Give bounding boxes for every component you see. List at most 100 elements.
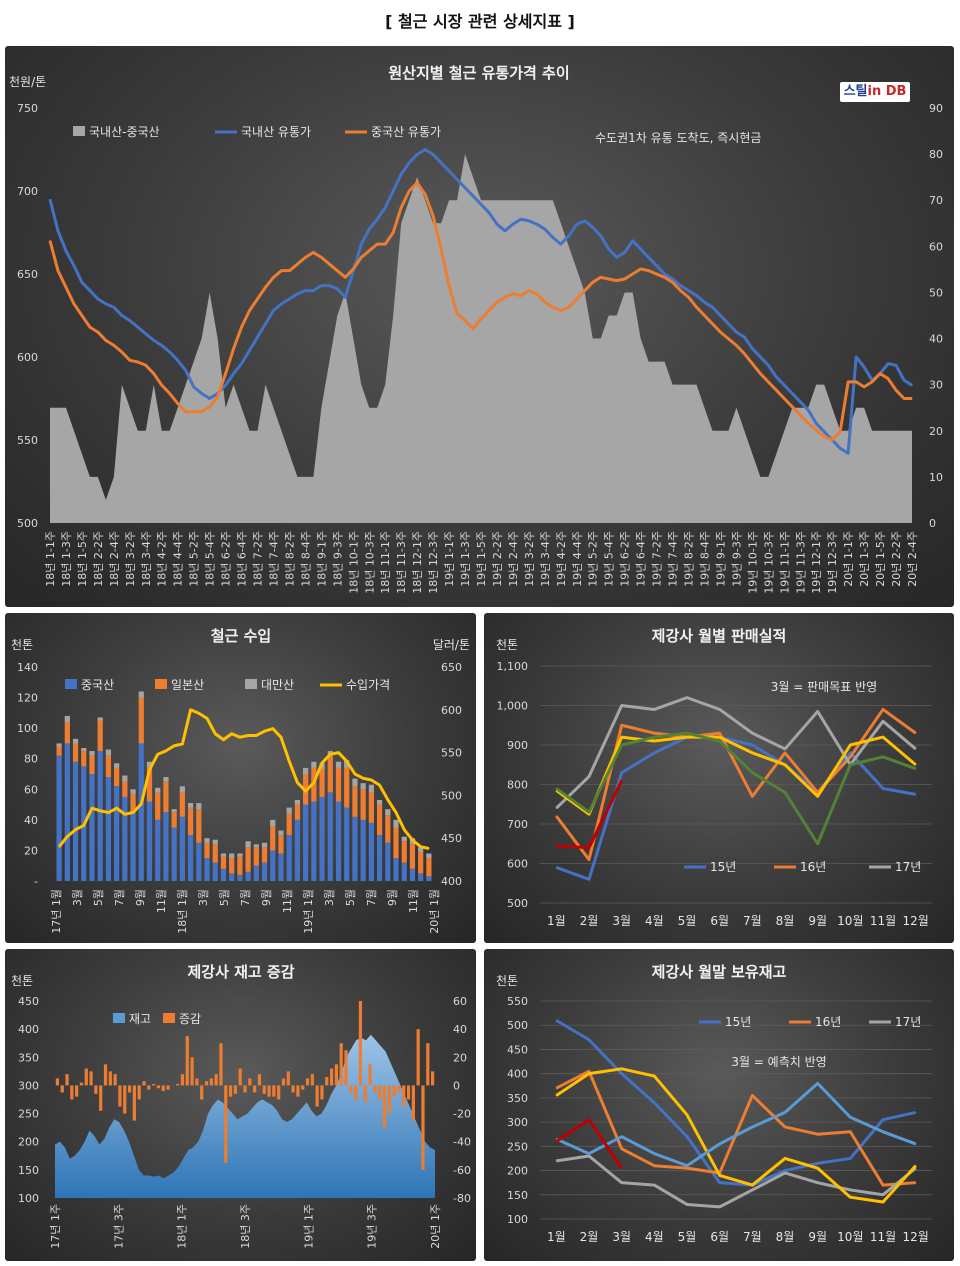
bar-중국산 bbox=[138, 743, 144, 881]
bar-일본산 bbox=[393, 827, 399, 859]
x-tick-label: 18년 4-2주 bbox=[156, 531, 169, 587]
bar-대만산 bbox=[426, 853, 432, 859]
series-line-17년-point bbox=[588, 776, 590, 778]
series-line-domestic-point bbox=[512, 223, 514, 225]
series-line-domestic-point bbox=[240, 363, 243, 365]
bar-inventory-change bbox=[79, 1082, 84, 1086]
x-tick-label: 19년 4-4주 bbox=[571, 531, 584, 587]
series-line-domestic-point bbox=[304, 290, 307, 292]
series-line-chinese-point bbox=[847, 381, 849, 383]
y-axis-tick-label: 120 bbox=[17, 692, 38, 705]
x-tick-label: 19년 1-3주 bbox=[459, 531, 472, 587]
series-line-17년-point bbox=[686, 697, 688, 699]
series-line-chinese-point bbox=[217, 396, 219, 398]
series-line-domestic-point bbox=[887, 363, 889, 365]
x-tick-label: 9월 bbox=[808, 1230, 827, 1244]
x-tick-label: 18년 6-4주 bbox=[236, 531, 249, 587]
series-line-chinese-point bbox=[624, 278, 626, 280]
series-line-17년 bbox=[556, 1154, 917, 1209]
series-line-import-price-point bbox=[214, 733, 216, 735]
rebar-import-panel: 철근 수입 천톤 달러/톤 - 20 40 60 80 100 120 140 400 450 500 55… bbox=[5, 613, 476, 943]
y-axis-tick-label: 1,000 bbox=[497, 700, 529, 713]
y2-axis-tick-label: -20 bbox=[453, 1108, 471, 1121]
series-line-chinese-point bbox=[815, 429, 817, 431]
series-line-chinese-point bbox=[544, 301, 546, 303]
series-line-series-4-point bbox=[653, 1153, 655, 1155]
bar-중국산 bbox=[303, 804, 309, 881]
bar-중국산 bbox=[187, 835, 194, 881]
series-line-chinese-point bbox=[560, 309, 562, 312]
bar-inventory-change bbox=[147, 1085, 151, 1090]
x-tick-label: 18년 7-4주 bbox=[267, 531, 280, 587]
bar-일본산 bbox=[196, 809, 202, 843]
series-line-domestic-point bbox=[264, 323, 267, 325]
series-line-series-4-point bbox=[915, 1143, 917, 1145]
series-line-chinese-point bbox=[823, 436, 825, 438]
y2-axis-label: 달러/톤 bbox=[433, 638, 470, 652]
series-line-chinese-point bbox=[791, 406, 793, 408]
x-tick-label: 5월 bbox=[218, 889, 231, 906]
bar-대만산 bbox=[261, 842, 268, 848]
series-line-chinese-point bbox=[663, 276, 666, 278]
bar-inventory-change bbox=[113, 1074, 117, 1086]
x-tick-label: 18년 3-2주 bbox=[124, 531, 137, 587]
bar-중국산 bbox=[409, 868, 416, 881]
series-line-chinese-point bbox=[799, 414, 801, 416]
series-line-series-3-point bbox=[686, 736, 688, 738]
y-axis-tick-label: 400 bbox=[507, 1068, 528, 1081]
y2-axis-tick-label: 80 bbox=[929, 148, 943, 161]
x-tick-label: 9월 bbox=[134, 889, 147, 906]
series-line-15년-point bbox=[588, 1039, 590, 1041]
series-line-domestic-point bbox=[488, 211, 490, 214]
series-line-import-price-point bbox=[337, 752, 340, 754]
bar-inventory-change bbox=[65, 1074, 69, 1086]
x-tick-label: 18년 5-2주 bbox=[188, 531, 201, 587]
series-line-domestic-point bbox=[376, 218, 378, 220]
bar-inventory-change bbox=[387, 1085, 391, 1114]
logo-part1: 스틸 bbox=[843, 84, 868, 99]
bar-일본산 bbox=[212, 844, 218, 863]
series-line-domestic-point bbox=[137, 326, 139, 328]
series-line-series-3-point bbox=[653, 740, 655, 742]
series-line-chinese-point bbox=[711, 323, 714, 325]
series-line-series-4-point bbox=[621, 744, 623, 746]
bar-inventory-change bbox=[296, 1085, 300, 1097]
series-line-17년-point bbox=[555, 807, 557, 809]
series-line-chinese-point bbox=[520, 294, 522, 297]
x-tick-label: 19년 10-3주 bbox=[762, 531, 775, 594]
series-line-series-3-point bbox=[915, 764, 917, 766]
bar-inventory-change bbox=[248, 1078, 252, 1086]
x-tick-label: 20년 2-4주 bbox=[906, 531, 919, 587]
series-line-chinese-point bbox=[759, 373, 761, 375]
x-tick-label: 18년 4-4주 bbox=[172, 531, 185, 587]
series-line-domestic-point bbox=[727, 323, 730, 325]
series-line-import-price-point bbox=[116, 807, 118, 809]
series-line-17년-point bbox=[784, 1172, 786, 1174]
y-axis-tick-label: 600 bbox=[507, 858, 528, 871]
series-line-chinese-point bbox=[129, 359, 131, 361]
bar-inventory-change bbox=[373, 1085, 377, 1093]
bar-중국산 bbox=[344, 807, 350, 881]
x-tick-label: 18년 2-2주 bbox=[92, 531, 105, 587]
series-line-domestic-point bbox=[456, 178, 458, 180]
series-line-chinese-point bbox=[201, 411, 203, 413]
y-axis-tick-label: 250 bbox=[18, 1108, 39, 1121]
series-line-domestic-point bbox=[759, 356, 761, 358]
series-line-chinese-point bbox=[89, 326, 91, 328]
y-axis-tick-label: 700 bbox=[17, 185, 38, 198]
series-line-15년-point bbox=[653, 752, 655, 754]
series-line-16년-point bbox=[686, 1167, 688, 1169]
series-line-import-price-point bbox=[247, 734, 249, 737]
series-line-chinese-point bbox=[855, 381, 857, 383]
series-line-domestic-point bbox=[855, 356, 857, 358]
month-end-inventory-panel: 제강사 월말 보유재고 천톤 100 150 200 250 300 350 400 450 500… bbox=[484, 949, 954, 1261]
chart-note: 수도권1차 유통 도착도, 즉시현금 bbox=[595, 131, 761, 145]
y-axis-tick-label: 200 bbox=[18, 1136, 39, 1149]
series-line-15년-point bbox=[817, 1162, 819, 1164]
y-axis-tick-label: 60 bbox=[24, 783, 38, 796]
series-line-domestic-point bbox=[288, 298, 291, 300]
bar-대만산 bbox=[204, 838, 210, 843]
bar-일본산 bbox=[286, 813, 292, 836]
y2-axis-tick-label: 20 bbox=[929, 425, 943, 438]
